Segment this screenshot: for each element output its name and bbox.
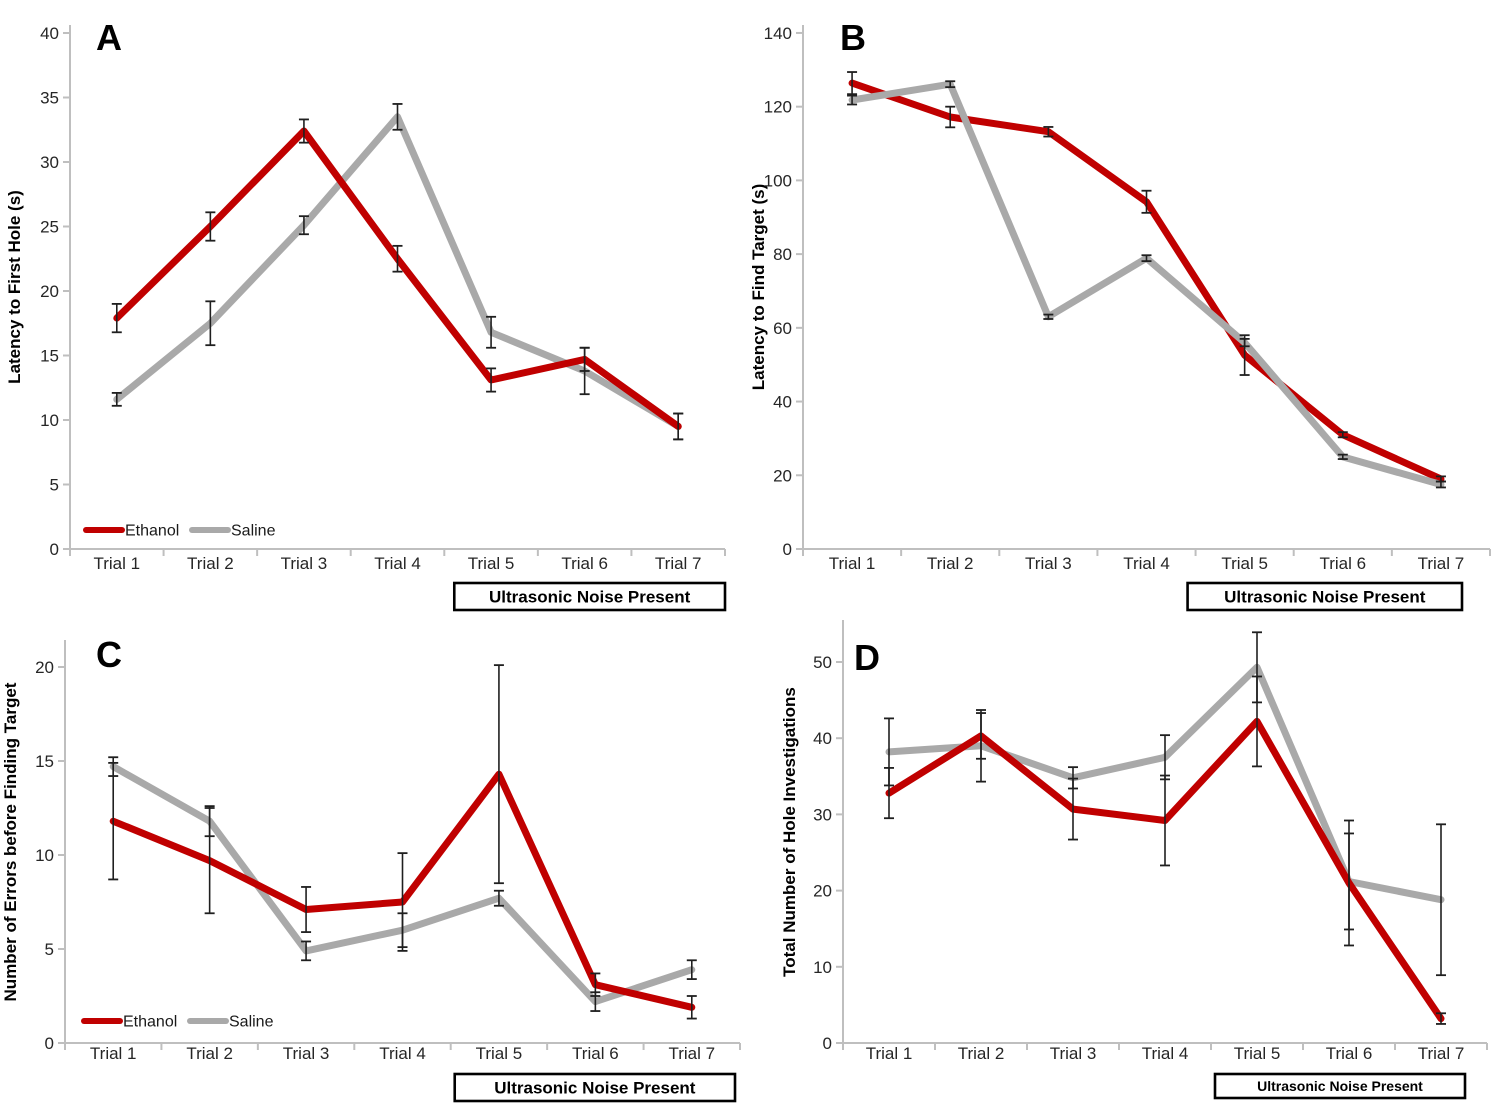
x-tick-label: Trial 3 [1050, 1044, 1097, 1063]
y-tick-label: 20 [40, 282, 59, 301]
x-tick-label: Trial 6 [572, 1044, 619, 1063]
y-axis-title: Latency to Find Target (s) [750, 184, 768, 391]
x-tick-label: Trial 2 [958, 1044, 1005, 1063]
x-tick-label: Trial 3 [283, 1044, 330, 1063]
x-tick-label: Trial 5 [1234, 1044, 1281, 1063]
y-tick-label: 50 [813, 653, 832, 672]
noise-present-box [453, 1072, 737, 1103]
x-tick-label: Trial 4 [379, 1044, 426, 1063]
y-tick-label: 40 [813, 729, 832, 748]
y-tick-label: 120 [764, 98, 792, 117]
y-axis-title: Number of Errors before Finding Target [1, 682, 20, 1001]
panel-c-errors-before-target-chart: C Number of Errors before Finding Target 0… [1, 634, 741, 1103]
y-tick-label: 20 [773, 466, 792, 485]
noise-present-box [1186, 581, 1464, 612]
x-tick-label: Trial 3 [1025, 554, 1072, 573]
noise-present-box-label: Ultrasonic Noise Present [1224, 588, 1426, 607]
panel-letter-d: D [854, 637, 880, 678]
x-tick-label: Trial 6 [1326, 1044, 1373, 1063]
x-tick-label: Trial 2 [186, 1044, 233, 1063]
noise-present-box-label: Ultrasonic Noise Present [494, 1079, 696, 1098]
y-tick-label: 25 [40, 218, 59, 237]
y-tick-label: 40 [773, 393, 792, 412]
legend-ethanol-label: Ethanol [123, 1014, 177, 1031]
y-tick-label: 100 [764, 171, 792, 190]
ethanol-line [848, 79, 1445, 483]
panel-d-hole-investigations-chart: D Total Number of Hole Investigations 0 10 2… [780, 620, 1488, 1100]
panel-letter-b: B [840, 17, 866, 58]
y-tick-label: 20 [35, 658, 54, 677]
y-tick-label: 0 [783, 540, 792, 559]
y-tick-label: 80 [773, 245, 792, 264]
legend-saline-label: Saline [229, 1014, 274, 1031]
y-tick-label: 60 [773, 319, 792, 338]
panel-letter-a: A [96, 17, 122, 58]
y-tick-label: 20 [813, 882, 832, 901]
x-tick-label: Trial 5 [468, 554, 515, 573]
x-tick-label: Trial 7 [1418, 554, 1465, 573]
saline-line [848, 80, 1445, 488]
y-tick-label: 40 [40, 24, 59, 43]
x-tick-label: Trial 7 [655, 554, 702, 573]
y-tick-label: 5 [45, 940, 54, 959]
y-tick-label: 30 [40, 153, 59, 172]
x-tick-label: Trial 1 [866, 1044, 913, 1063]
noise-present-box-label: Ultrasonic Noise Present [489, 588, 691, 607]
noise-present-box-label: Ultrasonic Noise Present [1257, 1078, 1423, 1094]
x-tick-label: Trial 5 [1221, 554, 1268, 573]
panel-a-latency-first-hole-chart: A Latency to First Hole (s) 0 5 10 15 20 25 30 35… [5, 17, 727, 612]
x-tick-label: Trial 4 [1123, 554, 1170, 573]
x-tick-label: Trial 2 [927, 554, 974, 573]
noise-present-box [452, 581, 727, 612]
x-tick-label: Trial 6 [1319, 554, 1366, 573]
y-axis-title: Total Number of Hole Investigations [780, 687, 799, 977]
ethanol-line [113, 127, 682, 430]
y-tick-label: 35 [40, 89, 59, 108]
y-tick-label: 140 [764, 24, 792, 43]
y-tick-label: 15 [40, 347, 59, 366]
x-tick-label: Trial 3 [281, 554, 328, 573]
panel-letter-c: C [96, 634, 122, 675]
panel-b-latency-find-target-chart: B Latency to Find Target (s) 0 20 40 60 80 100 1… [750, 17, 1491, 612]
y-tick-label: 0 [50, 540, 59, 559]
x-tick-label: Trial 4 [374, 554, 421, 573]
y-tick-label: 0 [823, 1034, 832, 1053]
y-tick-label: 5 [50, 476, 59, 495]
y-tick-label: 10 [40, 411, 59, 430]
x-tick-label: Trial 7 [668, 1044, 715, 1063]
x-tick-label: Trial 7 [1418, 1044, 1465, 1063]
x-tick-label: Trial 1 [90, 1044, 137, 1063]
x-tick-label: Trial 4 [1142, 1044, 1189, 1063]
y-tick-label: 0 [45, 1034, 54, 1053]
legend-ethanol-label: Ethanol [125, 523, 179, 540]
x-tick-label: Trial 1 [93, 554, 140, 573]
x-tick-label: Trial 1 [829, 554, 876, 573]
y-tick-label: 10 [813, 958, 832, 977]
y-tick-label: 15 [35, 752, 54, 771]
y-axis-title: Latency to First Hole (s) [5, 190, 24, 384]
y-tick-label: 30 [813, 805, 832, 824]
legend-saline-label: Saline [231, 523, 276, 540]
x-tick-label: Trial 5 [476, 1044, 523, 1063]
y-tick-label: 10 [35, 846, 54, 865]
x-tick-label: Trial 6 [561, 554, 608, 573]
x-tick-label: Trial 2 [187, 554, 234, 573]
noise-present-box [1213, 1072, 1467, 1100]
